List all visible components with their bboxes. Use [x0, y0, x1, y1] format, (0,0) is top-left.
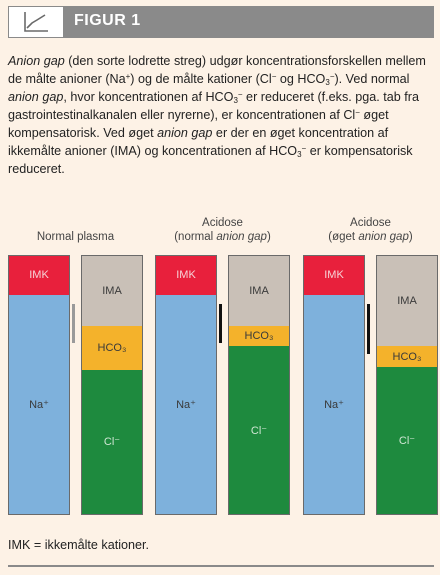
group-title-line2-pre: (normal: [174, 231, 217, 243]
caption-part: ). Ved normal: [334, 72, 410, 86]
caption-part: −: [271, 72, 277, 81]
segment-gray: IMA: [82, 256, 142, 326]
group-title-line2-pre: (øget: [328, 231, 359, 243]
bottom-rule: [8, 565, 434, 567]
segment-yellow: HCO₃: [229, 325, 289, 347]
cations-bar: IMK Na⁺: [303, 255, 365, 515]
group-title-line2: (normal anion gap): [151, 230, 294, 244]
figure-header: FIGUR 1: [8, 6, 434, 38]
caption-part: Anion gap: [8, 54, 65, 68]
caption-part: anion gap: [8, 90, 64, 104]
segment-green: Cl⁻: [82, 369, 142, 514]
caption-part: øget kompensatorisk. Ved øget: [8, 108, 389, 140]
group-title: Acidose (normal anion gap): [151, 216, 294, 244]
group-title-line2-italic: anion gap: [216, 231, 267, 243]
anion-gap-diagram: Normal plasma IMK Na⁺ IMA HCO₃ Cl⁻ Acidose (nor…: [0, 210, 440, 520]
anion-gap-line: [219, 304, 222, 343]
anions-bar: IMA HCO₃ Cl⁻: [376, 255, 438, 515]
group-title: Acidose (øget anion gap): [299, 216, 440, 244]
caption-part: anion gap: [157, 126, 213, 140]
figure-title: FIGUR 1: [74, 12, 141, 29]
caption-part: er kompensatorisk reduceret.: [8, 144, 413, 176]
segment-blue: Na⁺: [156, 294, 216, 514]
segment-red: IMK: [9, 256, 69, 295]
cations-bar: IMK Na⁺: [8, 255, 70, 515]
anion-gap-line: [72, 304, 75, 343]
caption-part: 3: [325, 78, 330, 87]
anion-gap-line: [367, 304, 370, 355]
caption-part: +: [125, 72, 131, 81]
caption-part: ) og de målte kationer (Cl: [130, 72, 272, 86]
caption-part: er der en øget koncentration af ikkemålt…: [8, 126, 389, 158]
group-title-line2-post: ): [408, 231, 413, 243]
cations-bar: IMK Na⁺: [155, 255, 217, 515]
caption-part: er reduceret (f.eks. pga. tab fra gastro…: [8, 90, 419, 122]
segment-yellow: HCO₃: [82, 325, 142, 370]
segment-green: Cl⁻: [229, 346, 289, 514]
group-title-line2-post: ): [266, 231, 271, 243]
group-title-line2-italic: anion gap: [358, 231, 409, 243]
segment-blue: Na⁺: [304, 294, 364, 514]
anions-bar: IMA HCO₃ Cl⁻: [81, 255, 143, 515]
segment-blue: Na⁺: [9, 294, 69, 514]
caption-part: −: [329, 72, 335, 81]
segment-green: Cl⁻: [377, 366, 437, 514]
segment-red: IMK: [156, 256, 216, 295]
caption-part: −: [301, 144, 307, 153]
figure-caption: Anion gap (den sorte lodrette streg) udg…: [8, 52, 436, 178]
anions-bar: IMA HCO₃ Cl⁻: [228, 255, 290, 515]
group-title-line1: Acidose: [350, 217, 391, 229]
group-title: Normal plasma: [4, 230, 147, 244]
segment-gray: IMA: [377, 256, 437, 347]
caption-part: og HCO: [276, 72, 326, 86]
group-title-line1: Normal plasma: [36, 231, 115, 243]
caption-part: 3: [233, 96, 238, 105]
group-title-line1: Acidose: [202, 217, 243, 229]
caption-part: , hvor koncentrationen af HCO: [63, 90, 234, 104]
footnote: IMK = ikkemålte kationer.: [8, 538, 150, 552]
chart-line-icon: [8, 6, 64, 38]
caption-part: −: [355, 108, 360, 117]
segment-red: IMK: [304, 256, 364, 295]
segment-yellow: HCO₃: [377, 346, 437, 367]
segment-gray: IMA: [229, 256, 289, 326]
caption-part: −: [237, 90, 243, 99]
group-title-line2: (øget anion gap): [299, 230, 440, 244]
caption-part: (den sorte lodrette streg) udgør koncent…: [8, 54, 426, 86]
caption-part: 3: [297, 150, 302, 159]
